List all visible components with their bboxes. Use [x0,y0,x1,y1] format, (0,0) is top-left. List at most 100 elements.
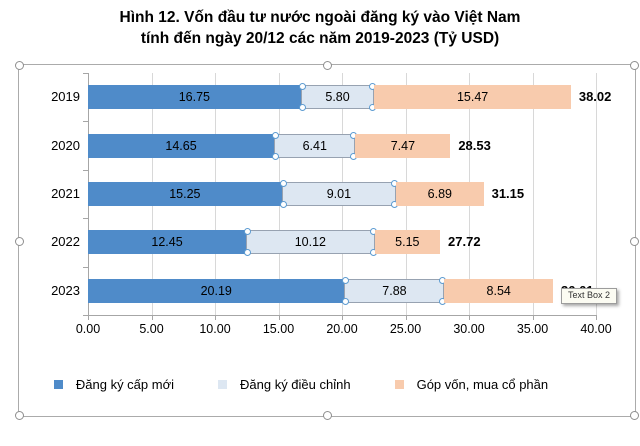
series-point-handle[interactable] [279,180,287,187]
bar-segment-series3-2023[interactable]: 8.54 [444,278,553,303]
category-axis-tick [83,121,88,123]
series-point-handle[interactable] [244,228,252,236]
bar-value-label: 15.25 [169,187,201,201]
legend-label: Đăng ký cấp mới [75,377,174,392]
legend-label: Đăng ký điều chỉnh [240,377,351,392]
series-point-handle[interactable] [342,297,350,305]
bar-value-label: 5.80 [325,90,350,105]
category-axis-tick [83,315,88,316]
value-axis-tick [278,315,280,320]
plot-gridline [596,73,597,315]
bar-value-label: 15.47 [456,90,489,105]
legend-item-3[interactable]: Góp vốn, mua cổ phần [394,377,549,392]
legend-marker [218,380,227,389]
total-label-2022: 27.72 [448,234,481,250]
resize-handle-middle-left[interactable] [15,236,24,246]
chart-title-line1: Hình 12. Vốn đầu tư nước ngoài đăng ký v… [119,9,521,26]
bar-segment-series2-2023[interactable]: 7.88 [342,276,447,305]
value-axis-line [83,315,597,316]
chart-title-line2: tính đến ngày 20/12 các năm 2019-2023 (T… [140,30,500,47]
total-label-2020: 28.53 [458,137,491,153]
category-axis-tick [83,266,88,268]
value-axis-tick [342,315,343,320]
series-point-handle[interactable] [272,152,280,160]
value-axis-tick [469,315,470,320]
total-label-2019: 38.02 [578,89,612,105]
category-label-2020: 2020 [51,137,80,153]
value-axis-tick [596,315,597,320]
bar-value-label: 6.89 [427,187,453,201]
legend-item-1[interactable]: Đăng ký cấp mới [53,377,174,392]
bar-segment-series2-2019[interactable]: 5.80 [298,83,377,112]
bar-segment-series1-2023[interactable]: 20.19 [88,278,345,303]
value-axis-tick [405,315,407,320]
series-point-handle[interactable] [298,104,306,112]
category-label-2022: 2022 [51,234,80,250]
total-label-2021: 31.15 [491,186,525,201]
category-label-2023: 2023 [51,282,80,298]
series-point-handle[interactable] [342,276,350,284]
bar-value-label: 5.15 [395,235,420,250]
bar-segment-series2-2022[interactable]: 10.12 [244,228,377,257]
category-axis-tick [83,169,88,171]
resize-handle-bottom-right[interactable] [630,411,639,420]
bar-segment-series3-2022[interactable]: 5.15 [374,230,441,255]
series-point-handle[interactable] [244,249,252,257]
legend-marker [53,380,63,389]
series-point-handle[interactable] [272,131,280,139]
value-axis-tick-label: 25.00 [389,322,422,336]
bar-value-label: 9.01 [326,187,352,201]
bar-value-label: 7.88 [382,283,407,298]
bar-segment-series3-2020[interactable]: 7.47 [355,133,451,158]
value-axis-tick-label: 40.00 [580,322,612,336]
series-point-handle[interactable] [298,83,306,91]
resize-handle-bottom-left[interactable] [15,411,24,420]
resize-handle-bottom-center[interactable] [323,411,332,420]
bar-value-label: 8.54 [486,283,511,298]
resize-handle-top-center[interactable] [323,61,332,70]
series-point-handle[interactable] [279,201,287,208]
category-label-2019: 2019 [51,89,80,105]
chart-legend[interactable]: Đăng ký cấp mới Đăng ký điều chỉnh Góp vốn… [18,377,584,392]
legend-label: Góp vốn, mua cổ phần [416,377,549,392]
bar-value-label: 20.19 [200,283,232,298]
legend-marker [394,380,404,389]
bar-segment-series2-2020[interactable]: 6.41 [272,131,358,160]
bar-segment-series2-2021[interactable]: 9.01 [279,180,399,208]
resize-handle-top-left[interactable] [15,61,24,70]
bar-segment-series1-2022[interactable]: 12.45 [88,230,247,255]
resize-handle-top-right[interactable] [630,61,639,70]
legend-item-2[interactable]: Đăng ký điều chỉnh [218,377,351,392]
value-axis-tick-label: 10.00 [199,322,231,336]
bar-value-label: 7.47 [390,138,416,153]
category-label-2021: 2021 [51,186,80,201]
value-axis-tick [88,315,89,320]
bar-value-label: 12.45 [151,235,183,250]
bar-segment-series1-2020[interactable]: 14.65 [88,133,275,158]
bar-segment-series3-2021[interactable]: 6.89 [396,182,484,206]
value-axis-tick-label: 20.00 [326,322,358,336]
chart-selection-frame[interactable] [15,61,639,420]
value-axis-tick [151,315,153,320]
textbox-tooltip: Text Box 2 [561,288,618,304]
value-axis-tick-label: 15.00 [262,322,295,336]
plot-gridline [532,73,534,315]
value-axis-tick [215,315,216,320]
category-axis-tick [83,218,88,220]
bar-segment-series1-2019[interactable]: 16.75 [88,85,301,110]
value-axis-tick-label: 5.00 [139,322,164,336]
bar-value-label: 10.12 [294,235,326,250]
bar-value-label: 14.65 [165,138,197,153]
resize-handle-middle-right[interactable] [630,236,639,246]
value-axis-tick [532,315,534,320]
bar-value-label: 6.41 [302,138,327,153]
bar-segment-series3-2019[interactable]: 15.47 [374,85,571,110]
value-axis-tick-label: 30.00 [453,322,485,336]
bar-segment-series1-2021[interactable]: 15.25 [88,182,282,206]
value-axis-tick-label: 0.00 [75,322,101,336]
category-axis-tick [83,73,88,74]
bar-value-label: 16.75 [178,90,210,105]
value-axis-tick-label: 35.00 [516,322,549,336]
